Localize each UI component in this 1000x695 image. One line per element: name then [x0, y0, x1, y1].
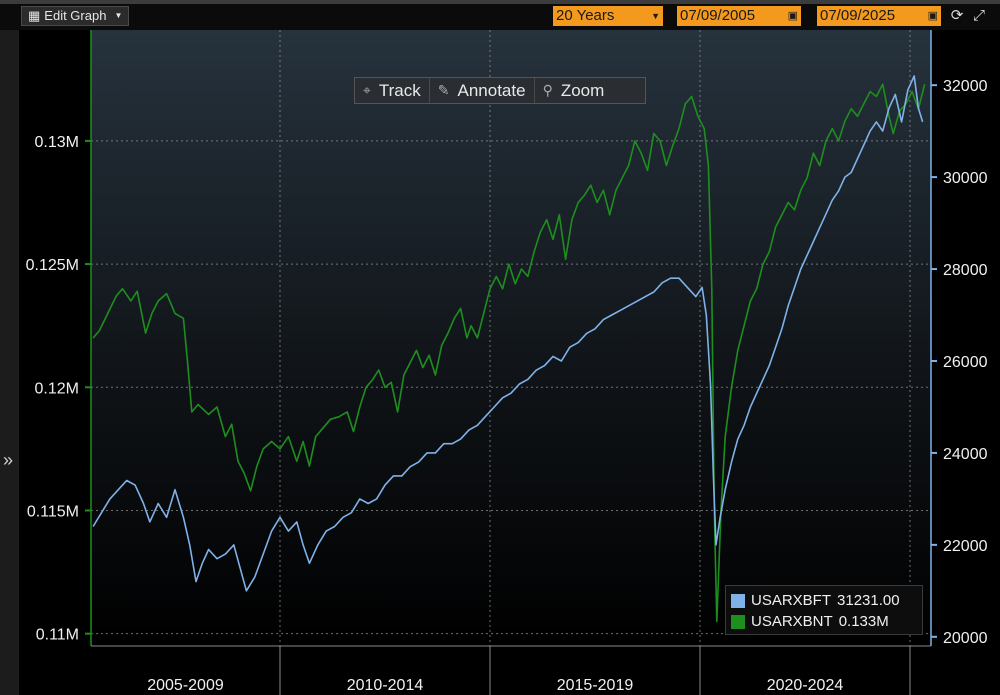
calendar-icon[interactable]: ▣ [787, 10, 798, 22]
legend-swatch [731, 593, 745, 608]
plot-background [91, 30, 931, 646]
left-axis-tick-label: 0.115M [27, 503, 79, 520]
zoom-button[interactable]: ⚲ Zoom [535, 78, 613, 103]
chart-tools: ⌖ Track ✎ Annotate ⚲ Zoom [354, 77, 646, 104]
expand-icon[interactable]: ⤢ [972, 7, 985, 24]
right-axis-tick-label: 32000 [943, 78, 988, 95]
annotate-label: Annotate [457, 80, 526, 100]
right-axis-tick-label: 22000 [943, 538, 988, 555]
left-axis-tick-label: 0.12M [35, 380, 79, 397]
track-button[interactable]: ⌖ Track [355, 78, 430, 103]
expand-panel-icon[interactable]: » [3, 450, 14, 470]
x-axis-period-label: 2015-2019 [557, 677, 634, 694]
x-axis-period-label: 2010-2014 [347, 677, 424, 694]
end-date-value: 07/09/2025 [820, 7, 896, 24]
zoom-label: Zoom [560, 80, 605, 100]
series-line-usarxbnt [92, 83, 926, 623]
left-axis-tick-label: 0.11M [36, 627, 79, 644]
x-axis-period-label: 2020-2024 [767, 677, 844, 694]
period-value: 20 Years [556, 7, 615, 24]
chart-icon: ▦ [28, 8, 41, 23]
legend-series-name: USARXBNT [751, 613, 833, 630]
legend-series-value: 0.133M [838, 613, 889, 630]
top-toolbar: ▦ Edit Graph ▼ 20 Years ▼ 07/09/2005 ▣ 0… [0, 0, 1000, 30]
pencil-icon: ✎ [437, 82, 450, 98]
right-axis-tick-label: 30000 [943, 170, 988, 187]
series-lines [92, 75, 926, 623]
x-axis-period-label: 2005-2009 [147, 677, 224, 694]
right-axis-tick-label: 20000 [943, 630, 988, 647]
edit-graph-button[interactable]: ▦ Edit Graph ▼ [21, 6, 130, 26]
left-axis-tick-label: 0.13M [35, 134, 79, 151]
right-axis-ticks: 20000 22000 24000 26000 28000 30000 32000 [931, 78, 988, 647]
x-axis-labels: 2005-2009 2010-2014 2015-2019 2020-2024 [147, 646, 911, 695]
right-axis-tick-label: 24000 [943, 446, 988, 463]
legend-series-value: 31231.00 [837, 592, 900, 609]
chevron-down-icon: ▼ [114, 11, 123, 20]
right-axis-tick-label: 26000 [943, 354, 988, 371]
period-select[interactable]: 20 Years ▼ [553, 6, 663, 26]
left-axis-ticks: 0.11M 0.115M 0.12M 0.125M 0.13M [26, 134, 91, 644]
edit-graph-label: Edit Graph [44, 8, 107, 23]
track-label: Track [378, 80, 421, 100]
legend-item[interactable]: USARXBNT 0.133M [731, 611, 917, 632]
refresh-icon[interactable]: ⟳ [950, 7, 964, 24]
magnifier-icon: ⚲ [542, 82, 553, 98]
legend-series-name: USARXBFT [751, 592, 832, 609]
end-date-field[interactable]: 07/09/2025 ▣ [817, 6, 941, 26]
legend-item[interactable]: USARXBFT 31231.00 [731, 590, 917, 611]
side-panel-toggle[interactable]: » [0, 30, 19, 695]
left-axis-tick-label: 0.125M [26, 257, 79, 274]
legend-swatch [731, 614, 745, 629]
chart-legend: USARXBFT 31231.00 USARXBNT 0.133M [725, 585, 923, 635]
right-axis-tick-label: 28000 [943, 262, 988, 279]
window-tab-strip [0, 0, 1000, 4]
start-date-field[interactable]: 07/09/2005 ▣ [677, 6, 801, 26]
start-date-value: 07/09/2005 [680, 7, 756, 24]
crosshair-icon: ⌖ [363, 82, 371, 98]
series-line-usarxbft [92, 75, 924, 592]
chevron-down-icon: ▼ [651, 11, 660, 21]
calendar-icon[interactable]: ▣ [927, 10, 938, 22]
annotate-button[interactable]: ✎ Annotate [430, 78, 535, 103]
